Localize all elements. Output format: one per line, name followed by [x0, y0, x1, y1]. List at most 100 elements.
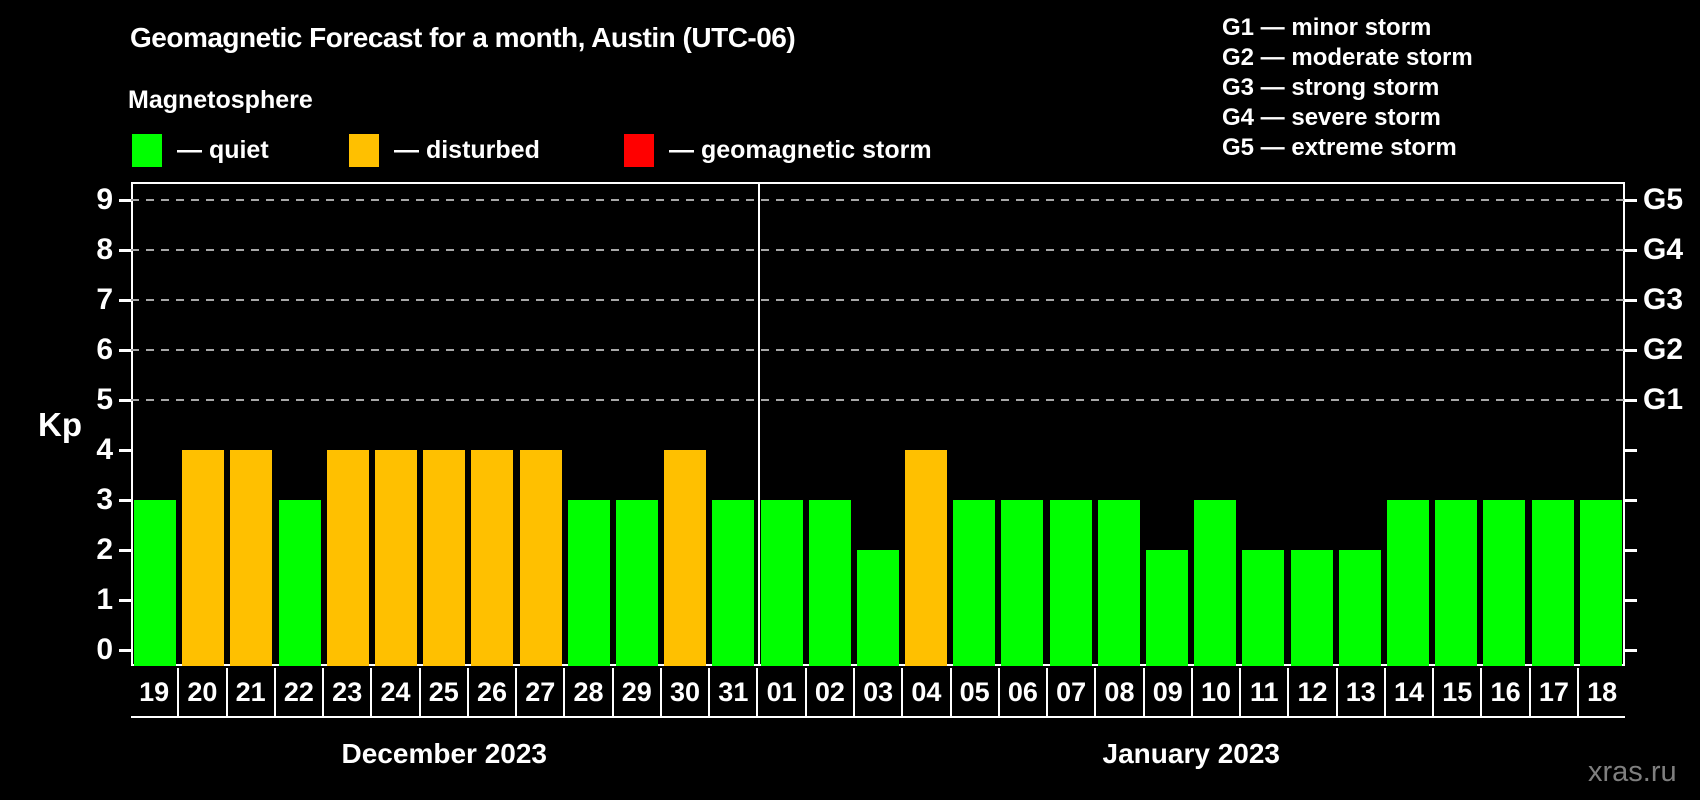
storm-scale-line: G1 — minor storm: [1222, 14, 1432, 41]
right-tick-4: [1625, 449, 1637, 452]
kp-bar-20: [182, 450, 225, 666]
day-label: 21: [228, 668, 276, 716]
month-divider: [758, 182, 760, 666]
day-label: 23: [324, 668, 373, 716]
day-label: 18: [1587, 676, 1618, 707]
day-label: 02: [807, 668, 855, 716]
kp-bar-31: [712, 500, 755, 666]
kp-bar-12: [1290, 550, 1333, 666]
right-tick-2: [1625, 549, 1637, 552]
y-tick-label-6: 6: [96, 333, 113, 366]
day-label: 15: [1434, 668, 1483, 716]
right-tick-8: [1625, 249, 1637, 252]
legend-label: — quiet: [177, 135, 269, 164]
kp-bar-01: [760, 500, 803, 666]
kp-bar-27: [519, 450, 562, 666]
kp-bar-21: [230, 450, 273, 666]
day-label: 13: [1338, 668, 1386, 716]
kp-bar-11: [1242, 550, 1285, 666]
plot-area: [131, 182, 1625, 666]
day-label: 24: [372, 668, 421, 716]
storm-scale-line: G2 — moderate storm: [1222, 44, 1473, 71]
y-tick-0: [119, 649, 131, 652]
day-label: 11: [1241, 668, 1290, 716]
day-label: 31: [710, 668, 759, 716]
gridline-kp5: [131, 399, 1625, 401]
legend-label: — disturbed: [394, 135, 540, 164]
y-tick-label-8: 8: [96, 233, 113, 266]
y-tick-label-3: 3: [96, 483, 113, 516]
day-label: 26: [469, 668, 518, 716]
right-tick-7: [1625, 299, 1637, 302]
day-label: 30: [662, 668, 711, 716]
kp-bar-02: [808, 500, 851, 666]
g-scale-label-G3: G3: [1643, 283, 1684, 316]
day-label: 29: [614, 668, 662, 716]
y-tick-7: [119, 299, 131, 302]
chart-title: Geomagnetic Forecast for a month, Austin…: [130, 22, 796, 53]
legend-item-storm: — geomagnetic storm: [624, 133, 932, 167]
gridline-kp7: [131, 299, 1625, 301]
y-axis-title: Kp: [38, 406, 82, 443]
kp-bar-28: [567, 500, 610, 666]
kp-state-legend: — quiet — disturbed — geomagnetic storm: [0, 133, 1100, 167]
day-label: 01: [758, 668, 807, 716]
y-tick-6: [119, 349, 131, 352]
day-label: 25: [421, 668, 469, 716]
y-tick-8: [119, 249, 131, 252]
y-tick-label-5: 5: [96, 383, 113, 416]
kp-bar-18: [1579, 500, 1622, 666]
storm-swatch: [624, 133, 654, 167]
right-tick-1: [1625, 599, 1637, 602]
kp-bar-05: [953, 500, 996, 666]
kp-bar-04: [905, 450, 948, 666]
kp-bar-24: [374, 450, 417, 666]
kp-bar-06: [1001, 500, 1044, 666]
gridline-kp6: [131, 349, 1625, 351]
day-label: 12: [1289, 668, 1338, 716]
y-tick-3: [119, 499, 131, 502]
right-tick-6: [1625, 349, 1637, 352]
y-tick-label-9: 9: [96, 183, 113, 216]
right-tick-9: [1625, 199, 1637, 202]
day-label: 20: [179, 668, 228, 716]
kp-bar-23: [326, 450, 369, 666]
y-tick-2: [119, 549, 131, 552]
day-label: 19: [131, 668, 180, 716]
kp-bar-10: [1194, 500, 1237, 666]
gridline-kp8: [131, 249, 1625, 251]
kp-bar-30: [664, 450, 707, 666]
quiet-swatch: [132, 133, 162, 167]
kp-bar-08: [1097, 500, 1140, 666]
kp-bar-07: [1049, 500, 1092, 666]
kp-bar-09: [1146, 550, 1189, 666]
magnetosphere-label: Magnetosphere: [128, 86, 313, 114]
day-label: 05: [952, 668, 1000, 716]
legend-item-quiet: — quiet: [132, 133, 269, 167]
plot-border: [131, 182, 1625, 184]
kp-bar-19: [134, 500, 176, 666]
day-label: 27: [517, 668, 566, 716]
day-label: 06: [1000, 668, 1049, 716]
day-label: 04: [903, 668, 952, 716]
y-tick-1: [119, 599, 131, 602]
day-label: 07: [1048, 668, 1097, 716]
day-label: 22: [276, 668, 325, 716]
g-scale-label-G5: G5: [1643, 183, 1684, 216]
month-label: January 2023: [1102, 738, 1280, 769]
disturbed-swatch: [349, 133, 379, 167]
day-label: 17: [1531, 668, 1579, 716]
plot-border: [1623, 182, 1625, 666]
legend-label: — geomagnetic storm: [669, 135, 932, 164]
y-tick-label-1: 1: [96, 583, 113, 616]
kp-bar-17: [1531, 500, 1574, 666]
kp-bar-13: [1338, 550, 1381, 666]
y-tick-label-2: 2: [96, 533, 113, 566]
watermark: xras.ru: [1588, 756, 1677, 788]
kp-bar-25: [423, 450, 466, 666]
y-tick-label-0: 0: [96, 633, 113, 666]
kp-bar-26: [471, 450, 514, 666]
right-tick-0: [1625, 649, 1637, 652]
day-label: 28: [565, 668, 614, 716]
